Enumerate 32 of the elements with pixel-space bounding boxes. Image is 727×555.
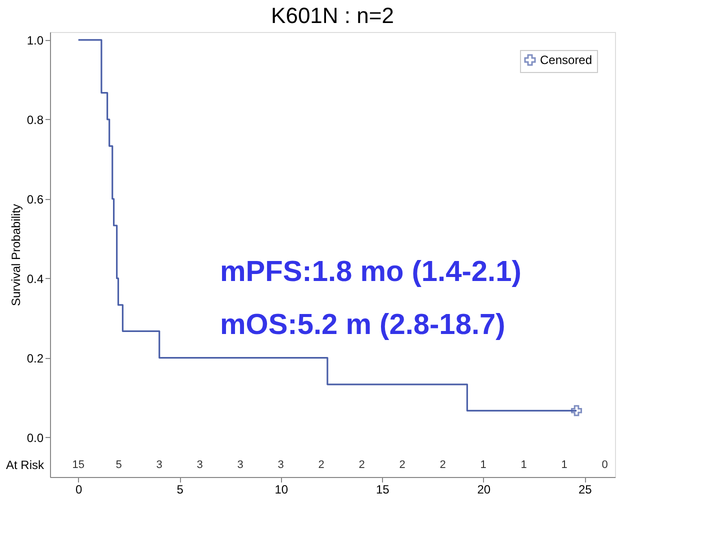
annotation: 15 [72, 459, 84, 472]
annotation: 2 [399, 459, 406, 472]
annotation: 2 [440, 459, 446, 472]
y-tick-label: 0.6 [26, 192, 44, 206]
annotation: 1 [480, 459, 486, 472]
x-tick-label: 0 [76, 482, 83, 496]
annotation: 1 [520, 459, 527, 472]
annotation: 0 [602, 459, 608, 472]
x-tick-label: 10 [274, 482, 288, 496]
annotation: 3 [156, 459, 162, 472]
y-tick-label: 0.4 [26, 272, 44, 286]
legend-label: Censored [540, 53, 592, 67]
annotation: 2 [318, 459, 324, 472]
x-tick-label: 25 [578, 482, 592, 496]
annotation: 5 [116, 459, 122, 472]
y-axis-title: Survival Probability [8, 204, 23, 306]
y-tick-label: 0.0 [26, 430, 44, 445]
annotation: 1 [561, 459, 568, 472]
annotation: mOS:5.2 m (2.8-18.7) [220, 309, 506, 341]
annotation: 2 [358, 459, 365, 472]
y-tick-label: 0.8 [26, 112, 44, 127]
chart-title: K601N : n=2 [271, 3, 394, 28]
annotation: mPFS:1.8 mo (1.4-2.1) [220, 256, 522, 288]
annotation: 3 [237, 459, 244, 472]
annotation: 3 [196, 459, 203, 472]
x-tick-label: 15 [376, 482, 390, 496]
y-tick-label: 0.2 [26, 351, 44, 366]
y-tick-label: 1.0 [26, 33, 44, 48]
x-tick-label: 5 [176, 482, 184, 496]
x-tick-label: 20 [477, 482, 491, 496]
text: At Risk [6, 458, 45, 472]
annotation: 3 [278, 459, 284, 472]
